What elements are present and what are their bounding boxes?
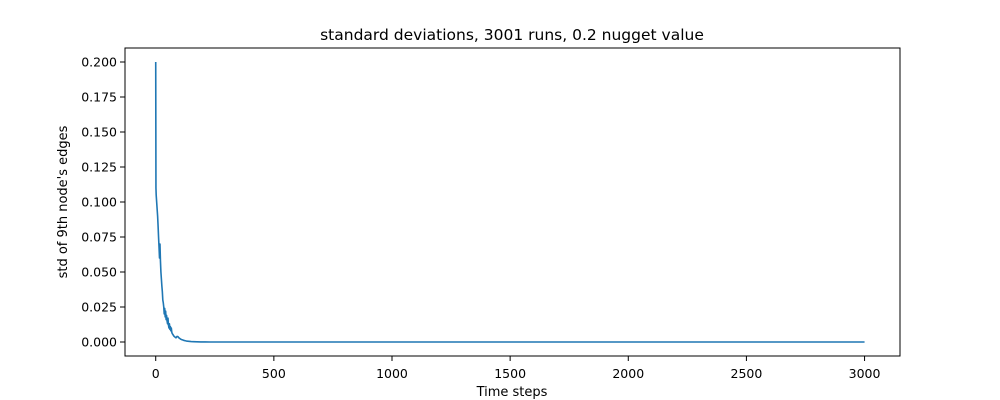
y-tick-label: 0.050 [81, 265, 117, 280]
y-tick-label: 0.100 [81, 195, 117, 210]
x-tick-label: 500 [262, 366, 286, 381]
y-tick-label: 0.150 [81, 125, 117, 140]
x-tick-label: 2500 [731, 366, 763, 381]
y-tick-label: 0.025 [81, 300, 117, 315]
x-tick-label: 0 [152, 366, 160, 381]
y-tick-label: 0.000 [81, 335, 117, 350]
x-tick-label: 2000 [612, 366, 644, 381]
plot-frame [124, 47, 901, 357]
y-tick-label: 0.075 [81, 230, 117, 245]
x-axis-label: Time steps [476, 385, 548, 400]
y-tick-label: 0.125 [81, 160, 117, 175]
x-tick-label: 3000 [849, 366, 881, 381]
plot-area [154, 61, 865, 343]
x-tick-label: 1500 [494, 366, 526, 381]
chart-title: standard deviations, 3001 runs, 0.2 nugg… [320, 26, 704, 44]
x-axis-ticks: 0 500 1000 1500 2000 2500 3000 [152, 356, 881, 381]
y-axis-label: std of 9th node's edges [56, 125, 71, 278]
y-tick-label: 0.200 [81, 55, 117, 70]
y-tick-label: 0.175 [81, 90, 117, 105]
y-axis-ticks: 0.000 0.025 0.050 0.075 0.100 0.125 0.150 0.175… [81, 55, 125, 350]
x-tick-label: 1000 [376, 366, 408, 381]
series-line [154, 61, 865, 343]
